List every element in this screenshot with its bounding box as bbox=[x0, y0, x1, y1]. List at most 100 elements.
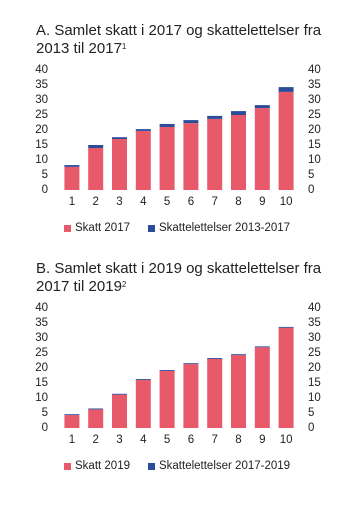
bar-segment bbox=[254, 108, 270, 190]
y-tick-label: 0 bbox=[42, 422, 48, 434]
bar-segment bbox=[64, 166, 80, 190]
x-tick-label: 3 bbox=[116, 196, 122, 208]
x-tick-label: 3 bbox=[116, 434, 122, 446]
x-tick-label: 5 bbox=[164, 196, 170, 208]
y2-tick-label: 30 bbox=[308, 332, 321, 344]
y-tick-label: 10 bbox=[35, 154, 48, 166]
y-tick-label: 15 bbox=[35, 377, 48, 389]
legend-label: Skatt 2019 bbox=[75, 460, 130, 472]
bar-segment bbox=[207, 118, 223, 190]
legend-item: Skatt 2017 bbox=[64, 222, 130, 234]
x-tick-label: 7 bbox=[211, 196, 217, 208]
bar-segment bbox=[135, 380, 151, 428]
bar-segment bbox=[207, 359, 223, 428]
y-tick-label: 5 bbox=[42, 169, 48, 181]
bar-segment bbox=[278, 326, 294, 328]
x-tick-label: 6 bbox=[188, 196, 194, 208]
y2-tick-label: 40 bbox=[308, 302, 321, 314]
bar-segment bbox=[112, 394, 127, 428]
y2-tick-label: 30 bbox=[308, 94, 321, 106]
legend-label: Skatt 2017 bbox=[75, 222, 130, 234]
y-tick-label: 35 bbox=[35, 317, 48, 329]
legend: Skatt 2017 Skattelettelser 2013-2017 bbox=[64, 222, 290, 234]
bar-segment bbox=[231, 355, 246, 428]
y-tick-label: 15 bbox=[35, 139, 48, 151]
bar-segment bbox=[278, 91, 294, 190]
y-tick-label: 40 bbox=[35, 302, 48, 314]
legend-label: Skattelettelser 2013-2017 bbox=[158, 222, 291, 234]
bar-segment bbox=[254, 347, 270, 428]
legend-swatch bbox=[147, 462, 155, 470]
y2-tick-label: 10 bbox=[308, 154, 321, 166]
bar-segment bbox=[183, 364, 199, 428]
y-tick-label: 10 bbox=[35, 392, 48, 404]
bar-segment bbox=[88, 148, 104, 190]
y2-tick-label: 15 bbox=[308, 139, 321, 151]
x-tick-label: 2 bbox=[92, 196, 98, 208]
y2-tick-label: 5 bbox=[308, 169, 314, 181]
y2-tick-label: 35 bbox=[308, 79, 321, 91]
x-tick-label: 9 bbox=[259, 434, 265, 446]
bar-segment bbox=[159, 370, 175, 371]
title-text: A. Samlet skatt i 2017 og skattelettelse… bbox=[36, 22, 322, 57]
bar-segment bbox=[278, 87, 294, 92]
bar-segment bbox=[64, 415, 80, 428]
bar-segment bbox=[159, 124, 175, 127]
title-footnote: 1 bbox=[121, 42, 127, 51]
chart-title: A. Samlet skatt i 2017 og skattelettelse… bbox=[36, 22, 326, 58]
bar-segment bbox=[88, 409, 104, 428]
bar-segment bbox=[112, 139, 127, 190]
y2-tick-label: 0 bbox=[308, 422, 314, 434]
bar-segment bbox=[135, 130, 151, 190]
y2-tick-label: 35 bbox=[308, 317, 321, 329]
y2-tick-label: 15 bbox=[308, 377, 321, 389]
legend-swatch bbox=[147, 224, 155, 232]
bar-segment bbox=[183, 120, 199, 124]
bar-segment bbox=[254, 346, 270, 348]
plot: 0 5 10 15 20 25 30 35 40 0 5 10 15 20 25 30 35 40 1 2 3 4 5 6 7 8… bbox=[35, 64, 321, 208]
bar-segment bbox=[231, 111, 246, 115]
bar-segment bbox=[254, 105, 270, 109]
y-tick-label: 0 bbox=[42, 184, 48, 196]
legend-swatch bbox=[64, 224, 71, 232]
x-tick-label: 2 bbox=[92, 434, 98, 446]
legend-item: Skattelettelser 2013-2017 bbox=[147, 222, 291, 234]
y2-tick-label: 20 bbox=[308, 124, 321, 136]
bar-segment bbox=[231, 354, 246, 356]
title-text: B. Samlet skatt i 2019 og skattelettelse… bbox=[36, 260, 322, 295]
bar-segment bbox=[135, 379, 151, 380]
y-tick-label: 30 bbox=[35, 332, 48, 344]
y-tick-label: 20 bbox=[35, 124, 48, 136]
y2-tick-label: 25 bbox=[308, 109, 321, 121]
bar-segment bbox=[88, 145, 104, 148]
y-tick-label: 20 bbox=[35, 362, 48, 374]
bar-segment bbox=[159, 127, 175, 190]
bar-segment bbox=[112, 393, 127, 395]
x-tick-label: 4 bbox=[140, 196, 147, 208]
x-tick-label: 5 bbox=[164, 434, 170, 446]
y-tick-label: 25 bbox=[35, 347, 48, 359]
legend-swatch bbox=[64, 462, 71, 470]
y-tick-label: 5 bbox=[42, 407, 48, 419]
x-tick-label: 8 bbox=[235, 196, 241, 208]
bar-segment bbox=[183, 363, 199, 365]
x-tick-label: 8 bbox=[235, 434, 241, 446]
bar-segment bbox=[64, 165, 80, 167]
y2-tick-label: 20 bbox=[308, 362, 321, 374]
bar-segment bbox=[231, 115, 246, 190]
y2-tick-label: 5 bbox=[308, 407, 314, 419]
bar-segment bbox=[207, 115, 223, 119]
bar-segment bbox=[64, 414, 80, 416]
y2-tick-label: 40 bbox=[308, 64, 321, 76]
legend-item: Skattelettelser 2017-2019 bbox=[147, 460, 291, 472]
y2-tick-label: 0 bbox=[308, 184, 314, 196]
x-tick-label: 1 bbox=[69, 434, 75, 446]
legend-item: Skatt 2019 bbox=[64, 460, 130, 472]
x-tick-label: 7 bbox=[211, 434, 217, 446]
bar-segment bbox=[112, 137, 127, 139]
legend-label: Skattelettelser 2017-2019 bbox=[158, 460, 291, 472]
chart-title: B. Samlet skatt i 2019 og skattelettelse… bbox=[36, 260, 326, 296]
bar-segment bbox=[88, 408, 104, 410]
x-tick-label: 4 bbox=[140, 434, 147, 446]
